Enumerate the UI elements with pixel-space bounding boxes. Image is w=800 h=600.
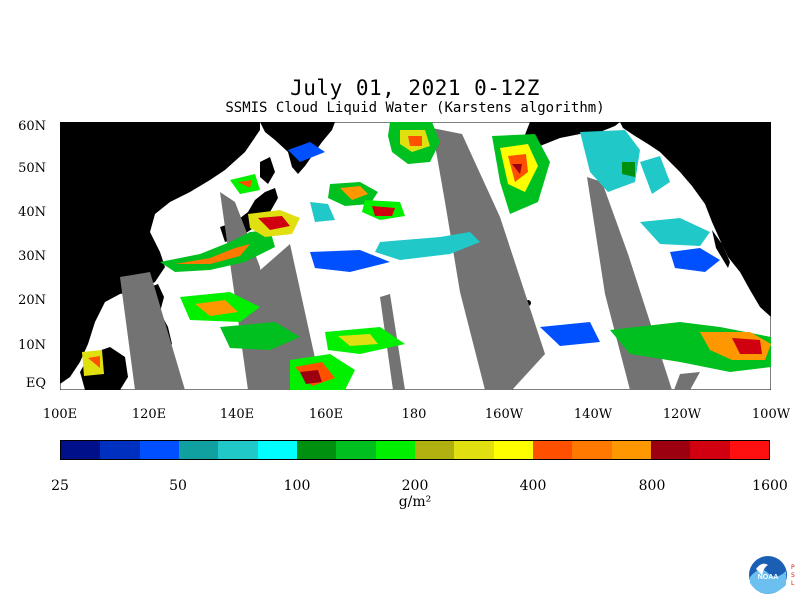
colorbar-swatch — [375, 441, 415, 459]
cloud-liquid-water-map — [60, 122, 771, 390]
colorbar-swatch — [690, 441, 730, 459]
lat-label-60n: 60N — [18, 119, 46, 134]
colorbar-tick: 50 — [169, 478, 187, 494]
lat-label-40n: 40N — [18, 205, 46, 220]
lon-label-100w: 100W — [751, 407, 791, 422]
colorbar-swatch — [454, 441, 494, 459]
colorbar-swatch — [532, 441, 573, 459]
lon-label-120e: 120E — [131, 407, 167, 422]
colorbar-swatch — [257, 441, 297, 459]
svg-text:NOAA: NOAA — [758, 574, 779, 581]
colorbar-swatch — [611, 441, 651, 459]
colorbar-tick: 200 — [401, 478, 429, 494]
lon-label-140w: 140W — [573, 407, 613, 422]
colorbar-swatch — [178, 441, 219, 459]
colorbar-swatch — [414, 441, 455, 459]
colorbar-tick: 800 — [638, 478, 666, 494]
map-subtitle: SSMIS Cloud Liquid Water (Karstens algor… — [225, 100, 605, 116]
lon-label-160w: 160W — [484, 407, 524, 422]
colorbar-swatch — [572, 441, 612, 459]
cloud-water-patches — [82, 122, 771, 390]
colorbar-swatch — [650, 441, 691, 459]
colorbar-tick: 1600 — [752, 478, 788, 494]
lat-label-10n: 10N — [18, 338, 46, 353]
lat-label-30n: 30N — [18, 249, 46, 264]
colorbar-swatch — [336, 441, 376, 459]
colorbar-swatch — [139, 441, 179, 459]
colorbar-swatch — [100, 441, 140, 459]
lon-label-160e: 160E — [308, 407, 344, 422]
colorbar-tick: 25 — [51, 478, 69, 494]
lon-label-140e: 140E — [219, 407, 255, 422]
colorbar-unit: g/m² — [398, 494, 432, 510]
lon-label-120w: 120W — [662, 407, 702, 422]
colorbar-tick: 400 — [519, 478, 547, 494]
colorbar-swatch — [61, 441, 101, 459]
colorbar-swatch — [218, 441, 258, 459]
colorbar-swatch — [296, 441, 337, 459]
colorbar-swatch — [729, 441, 769, 459]
map-title: July 01, 2021 0-12Z — [290, 76, 540, 100]
colorbar-tick: 100 — [283, 478, 311, 494]
noaa-logo-icon: NOAA — [748, 555, 788, 595]
lat-label-50n: 50N — [18, 161, 46, 176]
lon-label-100e: 100E — [42, 407, 78, 422]
colorbar-swatch — [493, 441, 533, 459]
lat-label-20n: 20N — [18, 293, 46, 308]
lat-label-eq: EQ — [25, 376, 46, 391]
color-scale-bar — [60, 440, 770, 460]
lon-label-180: 180 — [401, 407, 427, 422]
